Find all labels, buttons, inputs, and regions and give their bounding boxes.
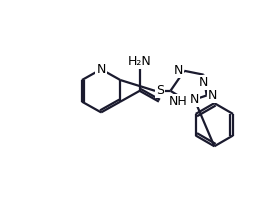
Text: N: N — [208, 89, 218, 102]
Text: H₂N: H₂N — [128, 55, 151, 68]
Text: N: N — [190, 93, 199, 106]
Text: NH: NH — [169, 95, 188, 108]
Text: N: N — [199, 76, 208, 89]
Text: S: S — [157, 84, 164, 97]
Text: N: N — [97, 63, 106, 76]
Text: N: N — [174, 64, 183, 77]
